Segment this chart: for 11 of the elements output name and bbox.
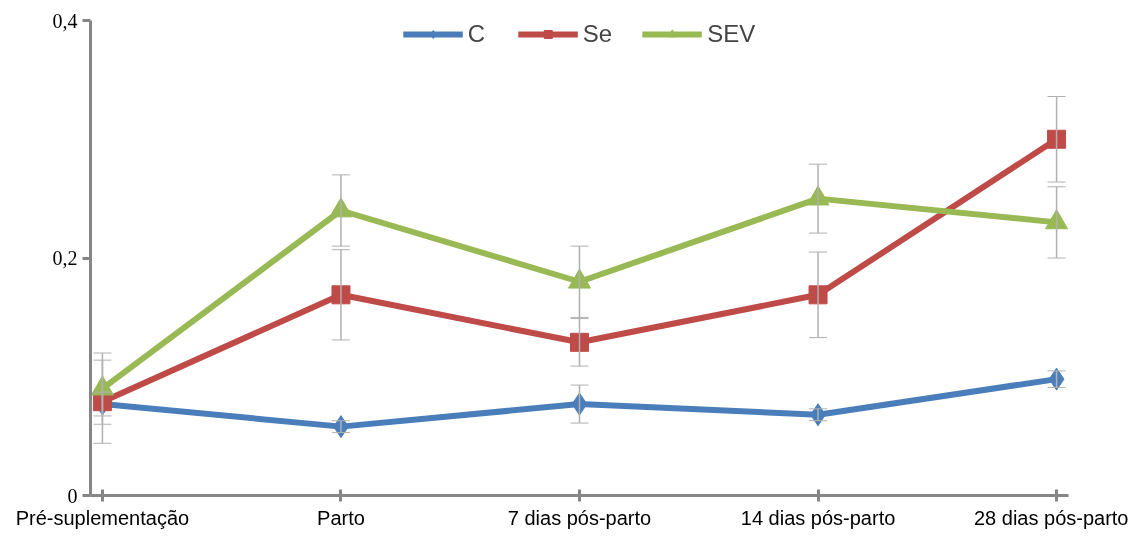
x-tick-label: Parto xyxy=(317,506,365,529)
x-tick-label: Pré-suplementação xyxy=(15,506,190,529)
legend-label: SEV xyxy=(707,20,756,48)
legend-label: Se xyxy=(582,20,613,48)
legend-label: C xyxy=(467,20,487,48)
x-tick-label: 28 dias pós-parto xyxy=(973,506,1128,529)
y-tick-label: 0,4 xyxy=(52,9,78,32)
y-tick-label: 0,2 xyxy=(52,247,78,269)
x-tick-label: 7 dias pós-parto xyxy=(507,506,652,529)
y-tick-label: 0 xyxy=(67,484,78,507)
x-tick-label: 14 dias pós-parto xyxy=(740,506,896,529)
